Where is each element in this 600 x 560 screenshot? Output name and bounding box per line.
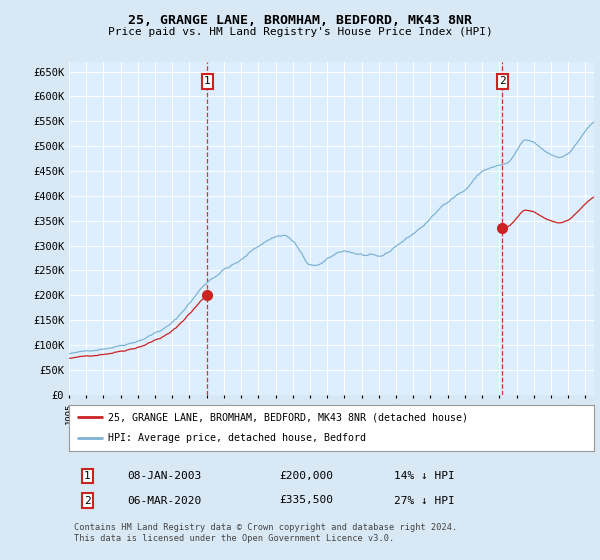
Text: Contains HM Land Registry data © Crown copyright and database right 2024.
This d: Contains HM Land Registry data © Crown c… bbox=[74, 523, 458, 543]
Text: 06-MAR-2020: 06-MAR-2020 bbox=[127, 496, 201, 506]
Text: 25, GRANGE LANE, BROMHAM, BEDFORD, MK43 8NR (detached house): 25, GRANGE LANE, BROMHAM, BEDFORD, MK43 … bbox=[109, 412, 469, 422]
Text: 25, GRANGE LANE, BROMHAM, BEDFORD, MK43 8NR: 25, GRANGE LANE, BROMHAM, BEDFORD, MK43 … bbox=[128, 14, 472, 27]
Text: 14% ↓ HPI: 14% ↓ HPI bbox=[395, 471, 455, 481]
Text: HPI: Average price, detached house, Bedford: HPI: Average price, detached house, Bedf… bbox=[109, 433, 367, 444]
Text: Price paid vs. HM Land Registry's House Price Index (HPI): Price paid vs. HM Land Registry's House … bbox=[107, 27, 493, 37]
Text: 2: 2 bbox=[499, 77, 506, 86]
Text: £335,500: £335,500 bbox=[279, 496, 333, 506]
Text: 08-JAN-2003: 08-JAN-2003 bbox=[127, 471, 201, 481]
Text: £200,000: £200,000 bbox=[279, 471, 333, 481]
Text: 1: 1 bbox=[84, 471, 91, 481]
Text: 2: 2 bbox=[84, 496, 91, 506]
Text: 1: 1 bbox=[204, 77, 211, 86]
Text: 27% ↓ HPI: 27% ↓ HPI bbox=[395, 496, 455, 506]
